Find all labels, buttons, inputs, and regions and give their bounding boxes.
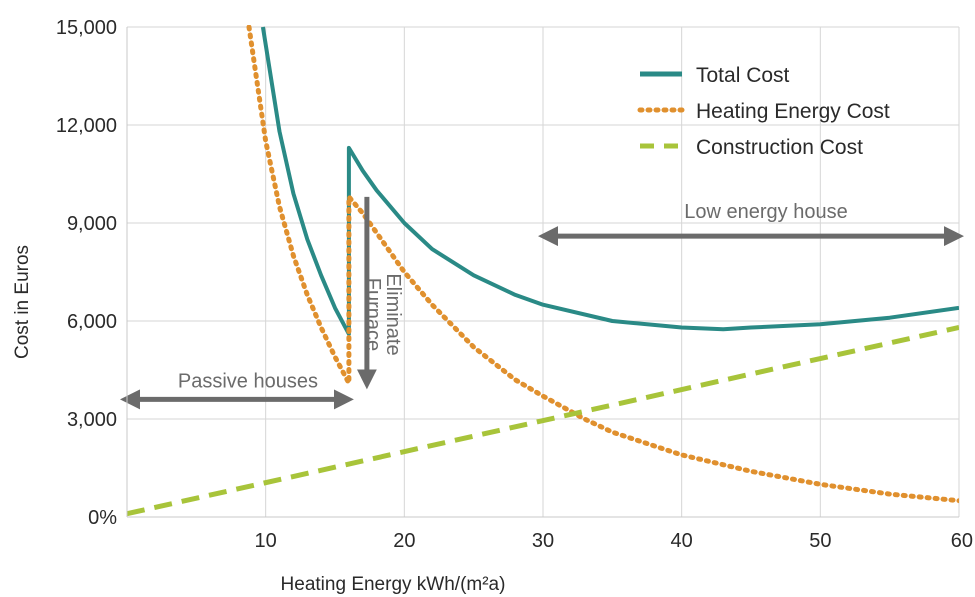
y-tick-label: 3,000 <box>67 409 117 431</box>
y-tick-label: 0% <box>88 507 117 529</box>
low-energy-house-label: Low energy house <box>684 201 847 223</box>
legend: Total Cost Heating Energy Cost Constructio… <box>637 64 890 159</box>
axes: 0% 3,000 6,000 9,000 12,000 15,000 10 20 30 40 50 6… <box>12 17 973 595</box>
x-tick-label: 60 <box>951 530 973 552</box>
y-tick-label: 6,000 <box>67 311 117 333</box>
x-tick-label: 20 <box>393 530 415 552</box>
eliminate-furnace-label-line2: Furnace <box>362 278 384 351</box>
series-layer <box>127 25 959 517</box>
x-tick-label: 40 <box>671 530 693 552</box>
x-tick-label: 50 <box>809 530 831 552</box>
series-line-total-cost <box>260 26 959 337</box>
series-line-construction-cost <box>127 325 959 517</box>
y-tick-label: 15,000 <box>56 17 117 39</box>
eliminate-furnace-label-line1: Eliminate <box>382 273 404 355</box>
y-tick-label: 9,000 <box>67 213 117 235</box>
legend-label: Heating Energy Cost <box>696 100 890 123</box>
y-tick-label: 12,000 <box>56 115 117 137</box>
x-tick-label: 10 <box>255 530 277 552</box>
series-line-heating-energy-cost <box>246 25 959 504</box>
passive-houses-label: Passive houses <box>178 370 318 392</box>
x-tick-label: 30 <box>532 530 554 552</box>
legend-label: Total Cost <box>696 64 790 87</box>
annotations: Passive houses Low energy house EliminateF… <box>120 196 964 410</box>
legend-label: Construction Cost <box>696 136 863 159</box>
x-axis-title: Heating Energy kWh/(m²a) <box>281 574 506 595</box>
y-axis-title: Cost in Euros <box>12 245 33 359</box>
